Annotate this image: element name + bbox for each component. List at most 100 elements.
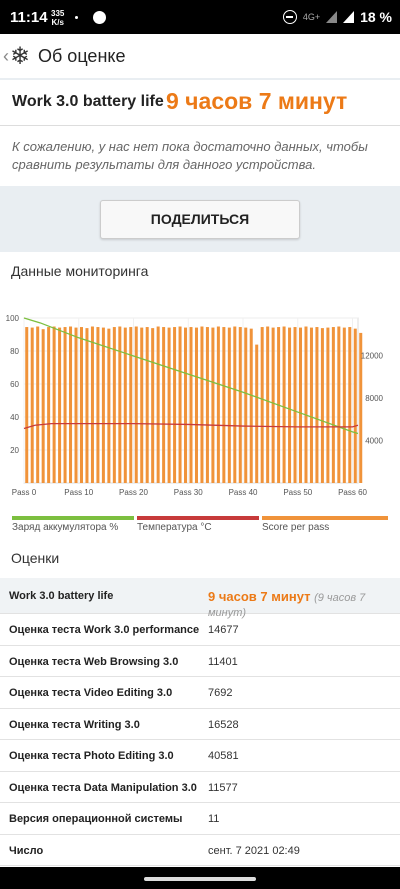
score-bar: [271, 327, 275, 483]
score-bar: [266, 326, 270, 483]
score-label: Оценка теста Data Manipulation 3.0: [9, 781, 197, 794]
score-label: Число: [9, 844, 44, 857]
result-header: Work 3.0 battery life 9 часов 7 минут: [0, 80, 400, 126]
score-bar: [58, 327, 62, 483]
score-row: Work 3.0 battery life 9 часов 7 минут (9 …: [0, 578, 400, 619]
score-bar: [233, 326, 237, 483]
score-bar: [260, 327, 264, 483]
score-bar: [184, 327, 188, 483]
temperature-line: [23, 422, 359, 430]
score-bar: [151, 328, 155, 483]
score-bar: [74, 327, 78, 483]
score-value: 7692: [208, 687, 232, 699]
score-label: Оценка теста Video Editing 3.0: [9, 687, 173, 699]
score-label: Оценка теста Web Browsing 3.0: [9, 655, 179, 668]
score-bar: [41, 329, 45, 483]
right-tick-label: 8000: [365, 394, 383, 403]
score-bar: [255, 344, 259, 483]
x-tick-label: Pass 40: [229, 488, 258, 497]
score-value-text: 7692: [208, 687, 233, 699]
legend-temperature-label: Температура °C: [137, 522, 212, 533]
share-button[interactable]: ПОДЕЛИТЬСЯ: [100, 200, 300, 239]
score-bar: [90, 326, 94, 483]
legend-temperature: Температура °C: [137, 516, 259, 536]
do-not-disturb-icon: [282, 10, 297, 24]
score-bar: [140, 327, 144, 483]
score-bar: [293, 327, 297, 483]
score-value-text: 40581: [208, 750, 239, 762]
signal-strong-icon: [343, 11, 355, 23]
score-row: Оценка теста Web Browsing 3.0 11401: [0, 646, 400, 677]
left-tick-label: 100: [6, 314, 20, 323]
score-bar: [123, 327, 127, 483]
score-value: 11: [208, 813, 219, 825]
notification-app-icon: [93, 11, 106, 24]
score-label: Версия операционной системы: [9, 813, 183, 825]
score-bar: [282, 326, 286, 483]
score-value-text: 9 часов 7 минут: [208, 589, 311, 604]
comparison-message: К сожалению, у нас нет пока достаточно д…: [12, 139, 368, 172]
legend-battery: Заряд аккумулятора %: [12, 516, 134, 536]
x-tick-label: Pass 0: [12, 488, 37, 497]
score-bar: [299, 327, 303, 483]
left-tick-label: 60: [10, 380, 19, 389]
battery-percent: 18 %: [360, 9, 392, 25]
score-bar: [331, 327, 335, 483]
score-value: 11577: [208, 782, 238, 794]
score-bar: [320, 328, 324, 483]
benchmark-result: 9 часов 7 минут: [166, 88, 348, 114]
score-bar: [129, 327, 133, 483]
score-bar: [326, 327, 330, 483]
score-bar: [216, 326, 220, 483]
score-bar: [85, 328, 89, 483]
score-value: 16528: [208, 719, 239, 731]
result-card: Work 3.0 battery life 9 часов 7 минут К …: [0, 80, 400, 186]
score-value: 14677: [208, 624, 239, 636]
right-tick-label: 12000: [361, 351, 384, 360]
score-value-text: 11577: [208, 781, 238, 794]
score-bar: [205, 327, 209, 483]
status-icons: 4G+ 18 %: [282, 8, 392, 26]
score-bar: [134, 326, 138, 483]
score-row: Оценка теста Work 3.0 performance 14677: [0, 614, 400, 646]
score-row: Версия операционной системы 11: [0, 803, 400, 835]
network-speed-unit: K/s: [51, 18, 64, 27]
legend-battery-label: Заряд аккумулятора %: [12, 522, 119, 533]
x-tick-label: Pass 50: [283, 488, 312, 497]
chevron-left-icon[interactable]: ‹: [3, 46, 9, 66]
score-value-text: 11401: [208, 655, 238, 668]
score-bar: [112, 327, 116, 483]
snowflake-icon[interactable]: ❄: [10, 43, 31, 70]
score-bar: [337, 326, 341, 483]
legend-score: Score per pass: [262, 516, 388, 536]
score-bar: [200, 326, 204, 483]
left-tick-label: 80: [10, 347, 19, 356]
legend-temperature-swatch: [137, 516, 259, 520]
network-speed: 335 K/s: [51, 9, 64, 27]
score-bar: [145, 327, 149, 483]
score-bar: [52, 326, 56, 483]
status-bar: 11:14 335 K/s 4G+ 18 %: [0, 0, 400, 34]
score-bar: [118, 326, 122, 483]
x-tick-label: Pass 30: [174, 488, 203, 497]
score-value-text: 11: [208, 813, 220, 825]
battery-line: [23, 317, 359, 435]
score-row: Оценка теста Writing 3.0 16528: [0, 709, 400, 740]
scores-title: Оценки: [11, 550, 60, 566]
score-label: Work 3.0 battery life: [9, 590, 114, 602]
score-value-text: сент. 7 2021 02:49: [208, 844, 300, 857]
home-gesture-handle[interactable]: [144, 877, 256, 881]
score-bar: [107, 328, 111, 483]
monitoring-chart: 100 80 60 40 20 12000 8000 4000 Pass 0 Pass 10 Pas…: [0, 292, 400, 522]
score-label: Оценка теста Writing 3.0: [9, 718, 140, 731]
navigation-bar: [0, 867, 400, 889]
legend-battery-swatch: [12, 516, 134, 520]
score-bar: [47, 327, 51, 483]
score-bar: [63, 327, 67, 483]
score-bar: [25, 327, 29, 483]
score-bar: [162, 327, 166, 483]
score-value: 11401: [208, 656, 238, 668]
monitoring-chart-svg: 100 80 60 40 20 12000 8000 4000 Pass 0 Pass 10 Pas…: [6, 314, 384, 497]
x-tick-label: Pass 10: [64, 488, 93, 497]
score-row: Оценка теста Photo Editing 3.0 40581: [0, 740, 400, 772]
